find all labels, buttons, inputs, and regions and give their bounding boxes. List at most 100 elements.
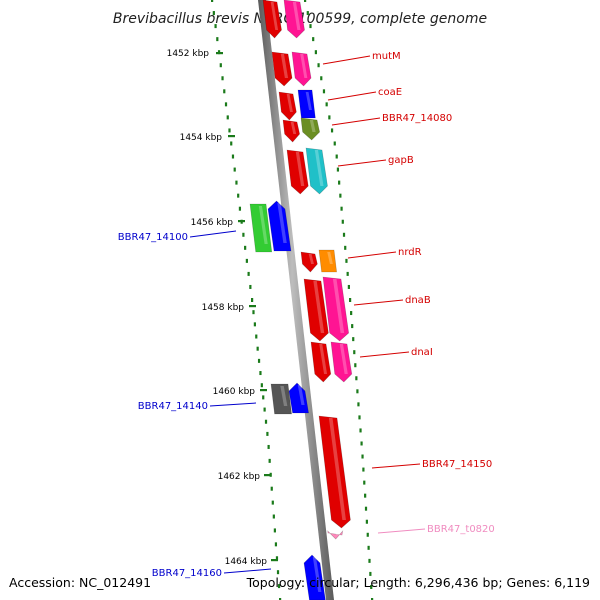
- tick-dot: [247, 271, 250, 276]
- gene-features: [249, 0, 353, 600]
- gene-block-shape[interactable]: [305, 147, 328, 195]
- tick-dot: [245, 258, 248, 263]
- gene-block-shape[interactable]: [282, 119, 300, 143]
- gene-block[interactable]: [305, 147, 328, 195]
- tick-dot: [253, 322, 256, 327]
- gene-block-shape[interactable]: [270, 383, 292, 415]
- gene-label-BBR47_14160[interactable]: BBR47_14160: [152, 568, 222, 579]
- kbp-ruler: 1452 kbp 1454 kbp 1456 kbp 1458 kbp 1460…: [167, 49, 268, 567]
- gene-block[interactable]: [303, 554, 326, 600]
- gene-block-shape[interactable]: [318, 249, 337, 273]
- tick-dot: [328, 115, 331, 120]
- gene-block-shape[interactable]: [303, 554, 326, 600]
- kbp-major-tick: [228, 135, 235, 138]
- tick-dot: [338, 180, 341, 185]
- tick-dot: [342, 232, 346, 237]
- tick-dot: [306, 11, 309, 16]
- gene-block-shape[interactable]: [286, 149, 309, 195]
- gene-label-BBR47_14150[interactable]: BBR47_14150: [422, 459, 492, 470]
- tick-dot: [309, 24, 312, 29]
- gene-label-dnaB[interactable]: dnaB: [405, 295, 431, 306]
- gene-block-shape[interactable]: [318, 415, 351, 529]
- gene-block[interactable]: [267, 200, 292, 252]
- gene-block[interactable]: [300, 251, 318, 273]
- accession-text: Accession: NC_012491: [9, 575, 151, 590]
- gene-block-shape[interactable]: [271, 51, 293, 87]
- tick-dot: [257, 358, 261, 363]
- gene-block[interactable]: [282, 119, 300, 143]
- gene-block-highlight: [327, 252, 333, 264]
- gene-block[interactable]: [297, 89, 316, 119]
- gene-block-shape[interactable]: [283, 0, 305, 39]
- gene-block-shape[interactable]: [288, 382, 309, 414]
- gene-block[interactable]: [271, 51, 293, 87]
- tick-dot: [370, 584, 373, 589]
- gene-block[interactable]: [262, 0, 282, 39]
- gene-block[interactable]: [291, 51, 312, 87]
- gene-block[interactable]: [303, 278, 329, 342]
- gene-block-shape[interactable]: [300, 251, 318, 273]
- gene-block[interactable]: [249, 203, 273, 253]
- gene-block-shape[interactable]: [262, 0, 282, 39]
- gene-label-BBR47_14140[interactable]: BBR47_14140: [138, 401, 208, 412]
- gene-block-shape[interactable]: [310, 341, 332, 383]
- gene-block[interactable]: [322, 276, 349, 342]
- genome-backbone: [258, 0, 334, 600]
- tick-dot: [350, 311, 353, 316]
- kbp-tick-marks: [211, 0, 374, 600]
- gene-block-highlight: [270, 2, 279, 30]
- tick-dot: [228, 128, 231, 133]
- gene-block-highlight: [312, 557, 322, 592]
- tick-dot: [264, 419, 268, 424]
- gene-block-highlight: [319, 344, 328, 374]
- gene-label-gapB[interactable]: gapB: [388, 155, 414, 166]
- gene-block[interactable]: [283, 0, 305, 39]
- gene-block-shape[interactable]: [327, 529, 344, 540]
- tick-dot: [366, 532, 369, 537]
- gene-block-shape[interactable]: [330, 341, 353, 383]
- tick-dot: [349, 298, 352, 302]
- gene-block[interactable]: [330, 341, 353, 383]
- tick-dot: [371, 598, 374, 600]
- gene-block[interactable]: [318, 415, 351, 529]
- tick-dot: [249, 284, 252, 289]
- tick-dot: [345, 258, 348, 263]
- gene-block[interactable]: [318, 249, 337, 273]
- tick-dot: [226, 115, 229, 120]
- tick-dot: [260, 383, 263, 388]
- gene-block-shape[interactable]: [291, 51, 312, 87]
- tick-dot: [216, 37, 219, 42]
- gene-block[interactable]: [278, 91, 297, 121]
- genome-summary-text: Topology: circular; Length: 6,296,436 bp…: [246, 575, 590, 590]
- tick-dot: [368, 558, 371, 563]
- gene-block[interactable]: [300, 117, 320, 141]
- tick-dot: [317, 63, 320, 68]
- kbp-major-tick: [264, 474, 271, 477]
- gene-block[interactable]: [310, 341, 332, 383]
- gene-label-nrdR[interactable]: nrdR: [398, 247, 422, 258]
- gene-label-BBR47_14080[interactable]: BBR47_14080: [382, 113, 452, 124]
- tick-dot: [352, 337, 355, 342]
- gene-label-BBR47_14100[interactable]: BBR47_14100: [118, 232, 188, 243]
- gene-label-dnaI[interactable]: dnaI: [411, 347, 433, 358]
- tick-dot: [211, 0, 214, 2]
- gene-block-highlight: [258, 206, 268, 244]
- kbp-label: 1452 kbp: [167, 49, 210, 59]
- gene-block-shape[interactable]: [267, 200, 292, 252]
- gene-block-shape[interactable]: [322, 276, 349, 342]
- gene-block[interactable]: [286, 149, 309, 195]
- gene-block[interactable]: [327, 529, 344, 540]
- gene-block-shape[interactable]: [300, 117, 320, 141]
- gene-block-shape[interactable]: [249, 203, 273, 253]
- gene-block-highlight: [328, 418, 346, 520]
- gene-block-shape[interactable]: [278, 91, 297, 121]
- gene-block[interactable]: [288, 382, 309, 414]
- kbp-major-tick: [260, 389, 267, 392]
- gene-label-mutM[interactable]: mutM: [372, 51, 401, 62]
- gene-label-BBR47_t0820[interactable]: BBR47_t0820: [427, 524, 495, 535]
- gene-block-highlight: [335, 531, 340, 535]
- gene-block-shape[interactable]: [297, 89, 316, 119]
- gene-block[interactable]: [270, 383, 292, 415]
- gene-block-shape[interactable]: [303, 278, 329, 342]
- gene-label-coaE[interactable]: coaE: [378, 87, 402, 98]
